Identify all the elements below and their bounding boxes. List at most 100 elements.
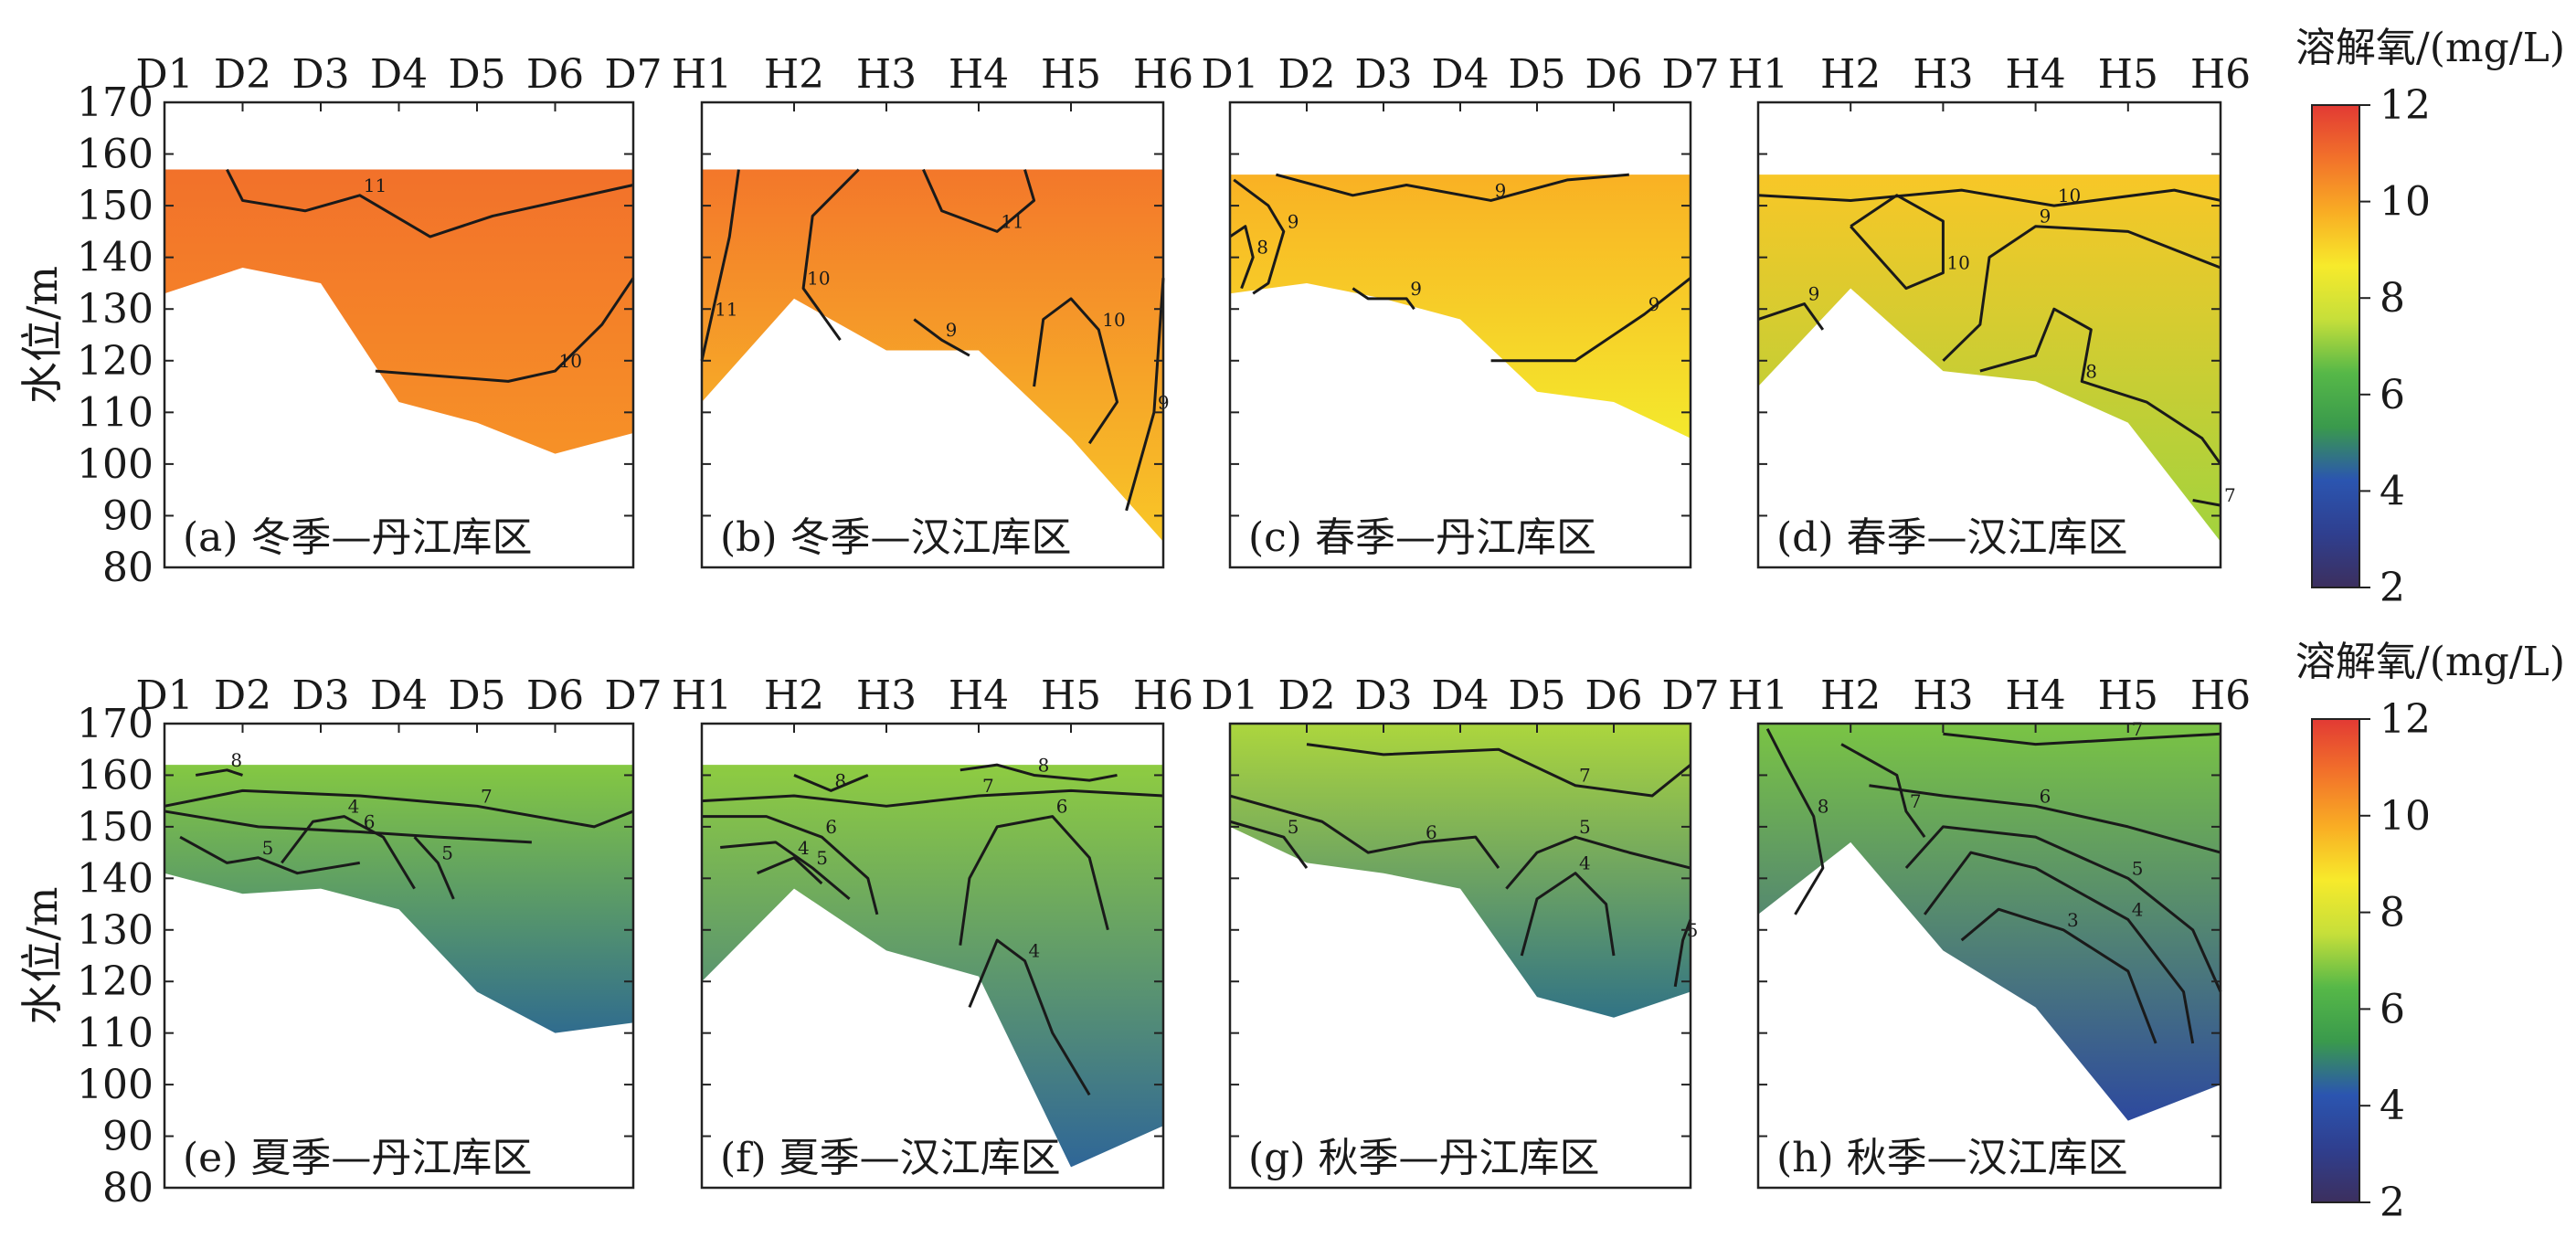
colorbar-gradient (2311, 718, 2360, 1203)
station-label: H2 (1820, 672, 1881, 719)
station-label: D7 (604, 51, 662, 98)
station-label: D1 (1201, 672, 1258, 719)
station-label: H6 (2190, 51, 2251, 98)
station-label: H6 (1133, 672, 1193, 719)
station-label: D3 (1354, 672, 1412, 719)
contour-line (1352, 287, 1415, 311)
station-label: D3 (292, 51, 349, 98)
contour-line (1229, 794, 1500, 869)
y-tick-label: 100 (77, 441, 154, 488)
panel-d: 10 10 9 9 8 7 H1 H2 H3 H4 H5 H6 (d) 春季—汉江库区 (1728, 51, 2251, 569)
water-region (164, 765, 633, 1033)
contour-label: 4 (1029, 940, 1041, 962)
contour-line (413, 836, 455, 900)
contour-line (1904, 825, 2222, 993)
contour-label: 7 (2224, 484, 2236, 506)
contour-line (1505, 835, 1691, 890)
station-label: H3 (1913, 672, 1973, 719)
station-label: D7 (1661, 672, 1719, 719)
station-label: H1 (672, 672, 732, 719)
contour-label: 9 (1808, 283, 1820, 305)
station-label: H3 (856, 672, 917, 719)
station-label: D2 (214, 51, 271, 98)
contour-label: 3 (2067, 909, 2079, 931)
station-label: D6 (526, 672, 584, 719)
contour-line (2192, 499, 2221, 507)
panel-label: (a) 冬季—丹江库区 (183, 514, 533, 561)
contour-label: 8 (1818, 796, 1829, 818)
plot-frame (700, 722, 1165, 1190)
contour-line (1757, 302, 1825, 331)
contour-line (164, 788, 634, 829)
contour-label: 5 (441, 841, 453, 863)
colorbar-tick-label: 10 (2380, 793, 2431, 840)
contour-label: 5 (262, 837, 274, 859)
contour-label: 4 (348, 796, 360, 818)
plot-frame (1756, 101, 2222, 569)
y-tick-label: 100 (77, 1062, 154, 1108)
contour-line (1125, 278, 1165, 512)
contour-line (1923, 851, 2195, 1044)
y-tick-label: 140 (77, 855, 154, 902)
contour-line (375, 277, 635, 383)
contour-line (1306, 743, 1691, 798)
station-label: H4 (2005, 51, 2065, 98)
station-label: H1 (1728, 51, 1788, 98)
station-label: D6 (1585, 51, 1642, 98)
colorbar-tick-label: 2 (2380, 565, 2405, 611)
y-tick-label: 130 (77, 286, 154, 333)
panel-label: (g) 秋季—丹江库区 (1248, 1135, 1599, 1181)
station-label: D7 (604, 672, 662, 719)
station-label: H1 (1728, 672, 1788, 719)
contour-line (1033, 297, 1118, 445)
contour-label: 5 (1288, 816, 1299, 838)
contour-label: 8 (1256, 237, 1268, 259)
contour-label: 7 (1910, 790, 1922, 812)
water-region (702, 169, 1163, 542)
contour-line (1229, 820, 1309, 869)
y-tick-label: 170 (77, 701, 154, 747)
y-tick-label: 160 (77, 132, 154, 178)
station-label: D7 (1661, 51, 1719, 98)
contour-label: 9 (1288, 210, 1299, 232)
contour-line (1229, 225, 1255, 290)
station-label: D4 (1431, 51, 1489, 98)
contour-line (1869, 784, 2221, 854)
contour-label: 8 (230, 749, 242, 771)
station-label: D1 (135, 51, 193, 98)
contour-label: 4 (1579, 852, 1591, 874)
contour-line (1960, 907, 2157, 1044)
contour-line (757, 856, 823, 885)
contour-label: 11 (715, 299, 737, 321)
contour-label: 10 (1102, 309, 1125, 331)
station-label: D6 (1585, 672, 1642, 719)
contour-line (1520, 872, 1616, 957)
y-tick-label: 150 (77, 183, 154, 229)
y-tick-label: 110 (77, 389, 154, 436)
station-label: D2 (1277, 672, 1335, 719)
contour-line (1276, 173, 1629, 202)
colorbar-tick-label: 12 (2380, 82, 2431, 129)
contour-line (179, 835, 360, 875)
contour-label: 7 (982, 775, 994, 797)
contour-line (801, 168, 860, 342)
colorbar-tick-label: 8 (2380, 890, 2405, 936)
station-label: H1 (672, 51, 732, 98)
station-label: D1 (135, 672, 193, 719)
contour-label: 10 (1946, 252, 1969, 274)
contour-line (1942, 225, 2221, 362)
water-region (1758, 175, 2221, 542)
station-label: H5 (2098, 51, 2158, 98)
colorbar-tick-label: 2 (2380, 1180, 2405, 1226)
colorbar-title: 溶解氧/(mg/L) (2295, 639, 2565, 685)
plot-frame (700, 101, 1165, 569)
contour-label: 9 (946, 319, 958, 341)
contour-line (700, 169, 740, 362)
